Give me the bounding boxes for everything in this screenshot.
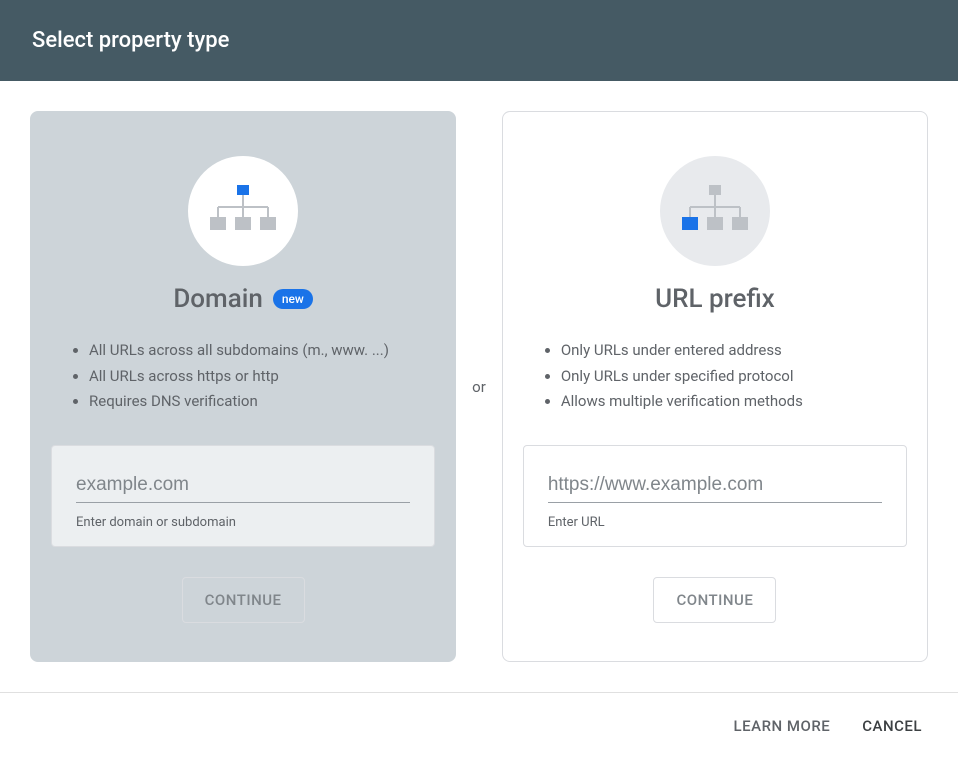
cards-container: Domain new All URLs across all subdomain…	[0, 81, 958, 692]
domain-input[interactable]	[76, 468, 410, 503]
url-bullet: Only URLs under specified protocol	[561, 364, 907, 390]
url-bullet: Only URLs under entered address	[561, 338, 907, 364]
url-input-hint: Enter URL	[548, 515, 882, 530]
sitemap-domain-icon	[208, 185, 278, 237]
url-title-row: URL prefix	[655, 284, 775, 314]
domain-title: Domain	[173, 284, 263, 314]
learn-more-link[interactable]: LEARN MORE	[734, 717, 831, 735]
domain-bullets: All URLs across all subdomains (m., www.…	[51, 338, 435, 415]
url-title: URL prefix	[655, 284, 775, 314]
domain-icon-circle	[188, 156, 298, 266]
dialog-header: Select property type	[0, 0, 958, 81]
url-input[interactable]	[548, 468, 882, 503]
or-divider: or	[472, 378, 486, 396]
dialog-title: Select property type	[32, 28, 229, 53]
domain-card[interactable]: Domain new All URLs across all subdomain…	[30, 111, 456, 662]
url-bullet: Allows multiple verification methods	[561, 389, 907, 415]
url-prefix-card[interactable]: URL prefix Only URLs under entered addre…	[502, 111, 928, 662]
domain-input-box: Enter domain or subdomain	[51, 445, 435, 547]
domain-input-hint: Enter domain or subdomain	[76, 515, 410, 530]
new-badge: new	[273, 289, 313, 309]
domain-title-row: Domain new	[173, 284, 313, 314]
dialog-footer: LEARN MORE CANCEL	[0, 692, 958, 759]
url-continue-button[interactable]: CONTINUE	[653, 577, 776, 623]
domain-continue-button[interactable]: CONTINUE	[182, 577, 305, 623]
domain-bullet: Requires DNS verification	[89, 389, 435, 415]
domain-bullet: All URLs across https or http	[89, 364, 435, 390]
cancel-button[interactable]: CANCEL	[862, 717, 922, 735]
sitemap-url-icon	[680, 185, 750, 237]
domain-bullet: All URLs across all subdomains (m., www.…	[89, 338, 435, 364]
url-input-box: Enter URL	[523, 445, 907, 547]
url-bullets: Only URLs under entered address Only URL…	[523, 338, 907, 415]
url-icon-circle	[660, 156, 770, 266]
